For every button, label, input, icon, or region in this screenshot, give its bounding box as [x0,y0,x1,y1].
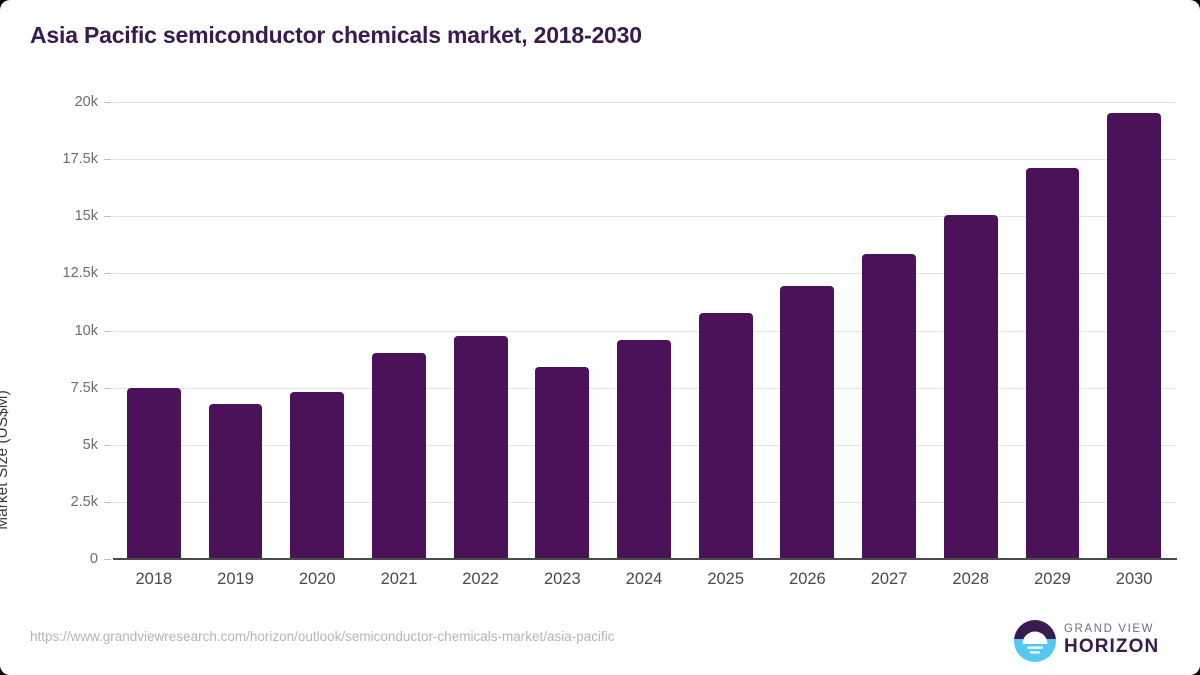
y-tick-label: 17.5k [62,151,98,168]
bar-2020[interactable] [290,392,345,559]
y-tick-label: 7.5k [70,379,98,396]
x-tick-label-2024: 2024 [625,570,663,588]
bar-2026[interactable] [780,285,835,559]
x-tick-label-2025: 2025 [707,570,745,588]
x-tick-label-2030: 2030 [1115,570,1153,588]
page-title: Asia Pacific semiconductor chemicals mar… [30,22,642,48]
x-tick-label-2026: 2026 [789,570,826,588]
y-tick-label: 15k [74,208,98,225]
gridline [113,273,1175,275]
x-tick-label-2019: 2019 [217,570,254,588]
x-tick-label-2029: 2029 [1034,570,1071,588]
y-tick-mark [104,216,111,218]
y-tick-label: 10k [74,322,98,339]
bar-2019[interactable] [208,403,263,559]
y-tick-label: 0 [89,551,98,567]
x-tick-label-2028: 2028 [952,570,990,588]
bar-2018[interactable] [126,387,181,559]
bar-2029[interactable] [1025,168,1080,559]
y-tick-mark [104,501,111,503]
grand-view-horizon-logo-icon [1014,620,1056,662]
gridline [113,216,1175,218]
bar-2024[interactable] [617,339,671,559]
logo-line-2: HORIZON [1064,636,1160,657]
x-tick-label-2023: 2023 [543,570,581,588]
y-tick-label: 2.5k [70,493,98,510]
bar-2025[interactable] [698,313,753,559]
y-tick-mark [104,159,111,161]
brand-logo: GRAND VIEW HORIZON [1014,618,1174,664]
bar-2028[interactable] [943,215,998,559]
y-tick-mark [104,387,111,389]
logo-line-1: GRAND VIEW [1064,623,1155,635]
y-tick-mark [104,330,111,332]
bar-2022[interactable] [453,336,508,559]
y-tick-label: 5k [82,436,98,453]
bar-2030[interactable] [1107,113,1162,559]
x-tick-label-2021: 2021 [380,570,418,588]
plot-area [113,102,1175,559]
y-tick-mark [104,102,111,103]
y-tick-label: 12.5k [62,265,98,282]
x-tick-label-2020: 2020 [298,570,336,588]
x-tick-label-2022: 2022 [462,570,499,588]
y-tick-mark [104,444,111,446]
gridline [113,330,1175,332]
y-tick-mark [104,273,111,275]
logo-wordmark: GRAND VIEW HORIZON [1064,622,1176,658]
bar-2021[interactable] [371,353,426,559]
y-tick-mark [104,559,111,560]
gridline [113,102,1175,103]
gridline [113,159,1175,161]
y-tick-label: 20k [74,94,98,110]
bar-2027[interactable] [862,253,917,559]
source-url-text: https://www.grandviewresearch.com/horizo… [30,629,615,644]
x-axis-line [113,558,1177,560]
x-tick-label-2027: 2027 [870,570,908,588]
x-tick-label-2018: 2018 [135,570,173,588]
bar-2023[interactable] [535,367,590,559]
